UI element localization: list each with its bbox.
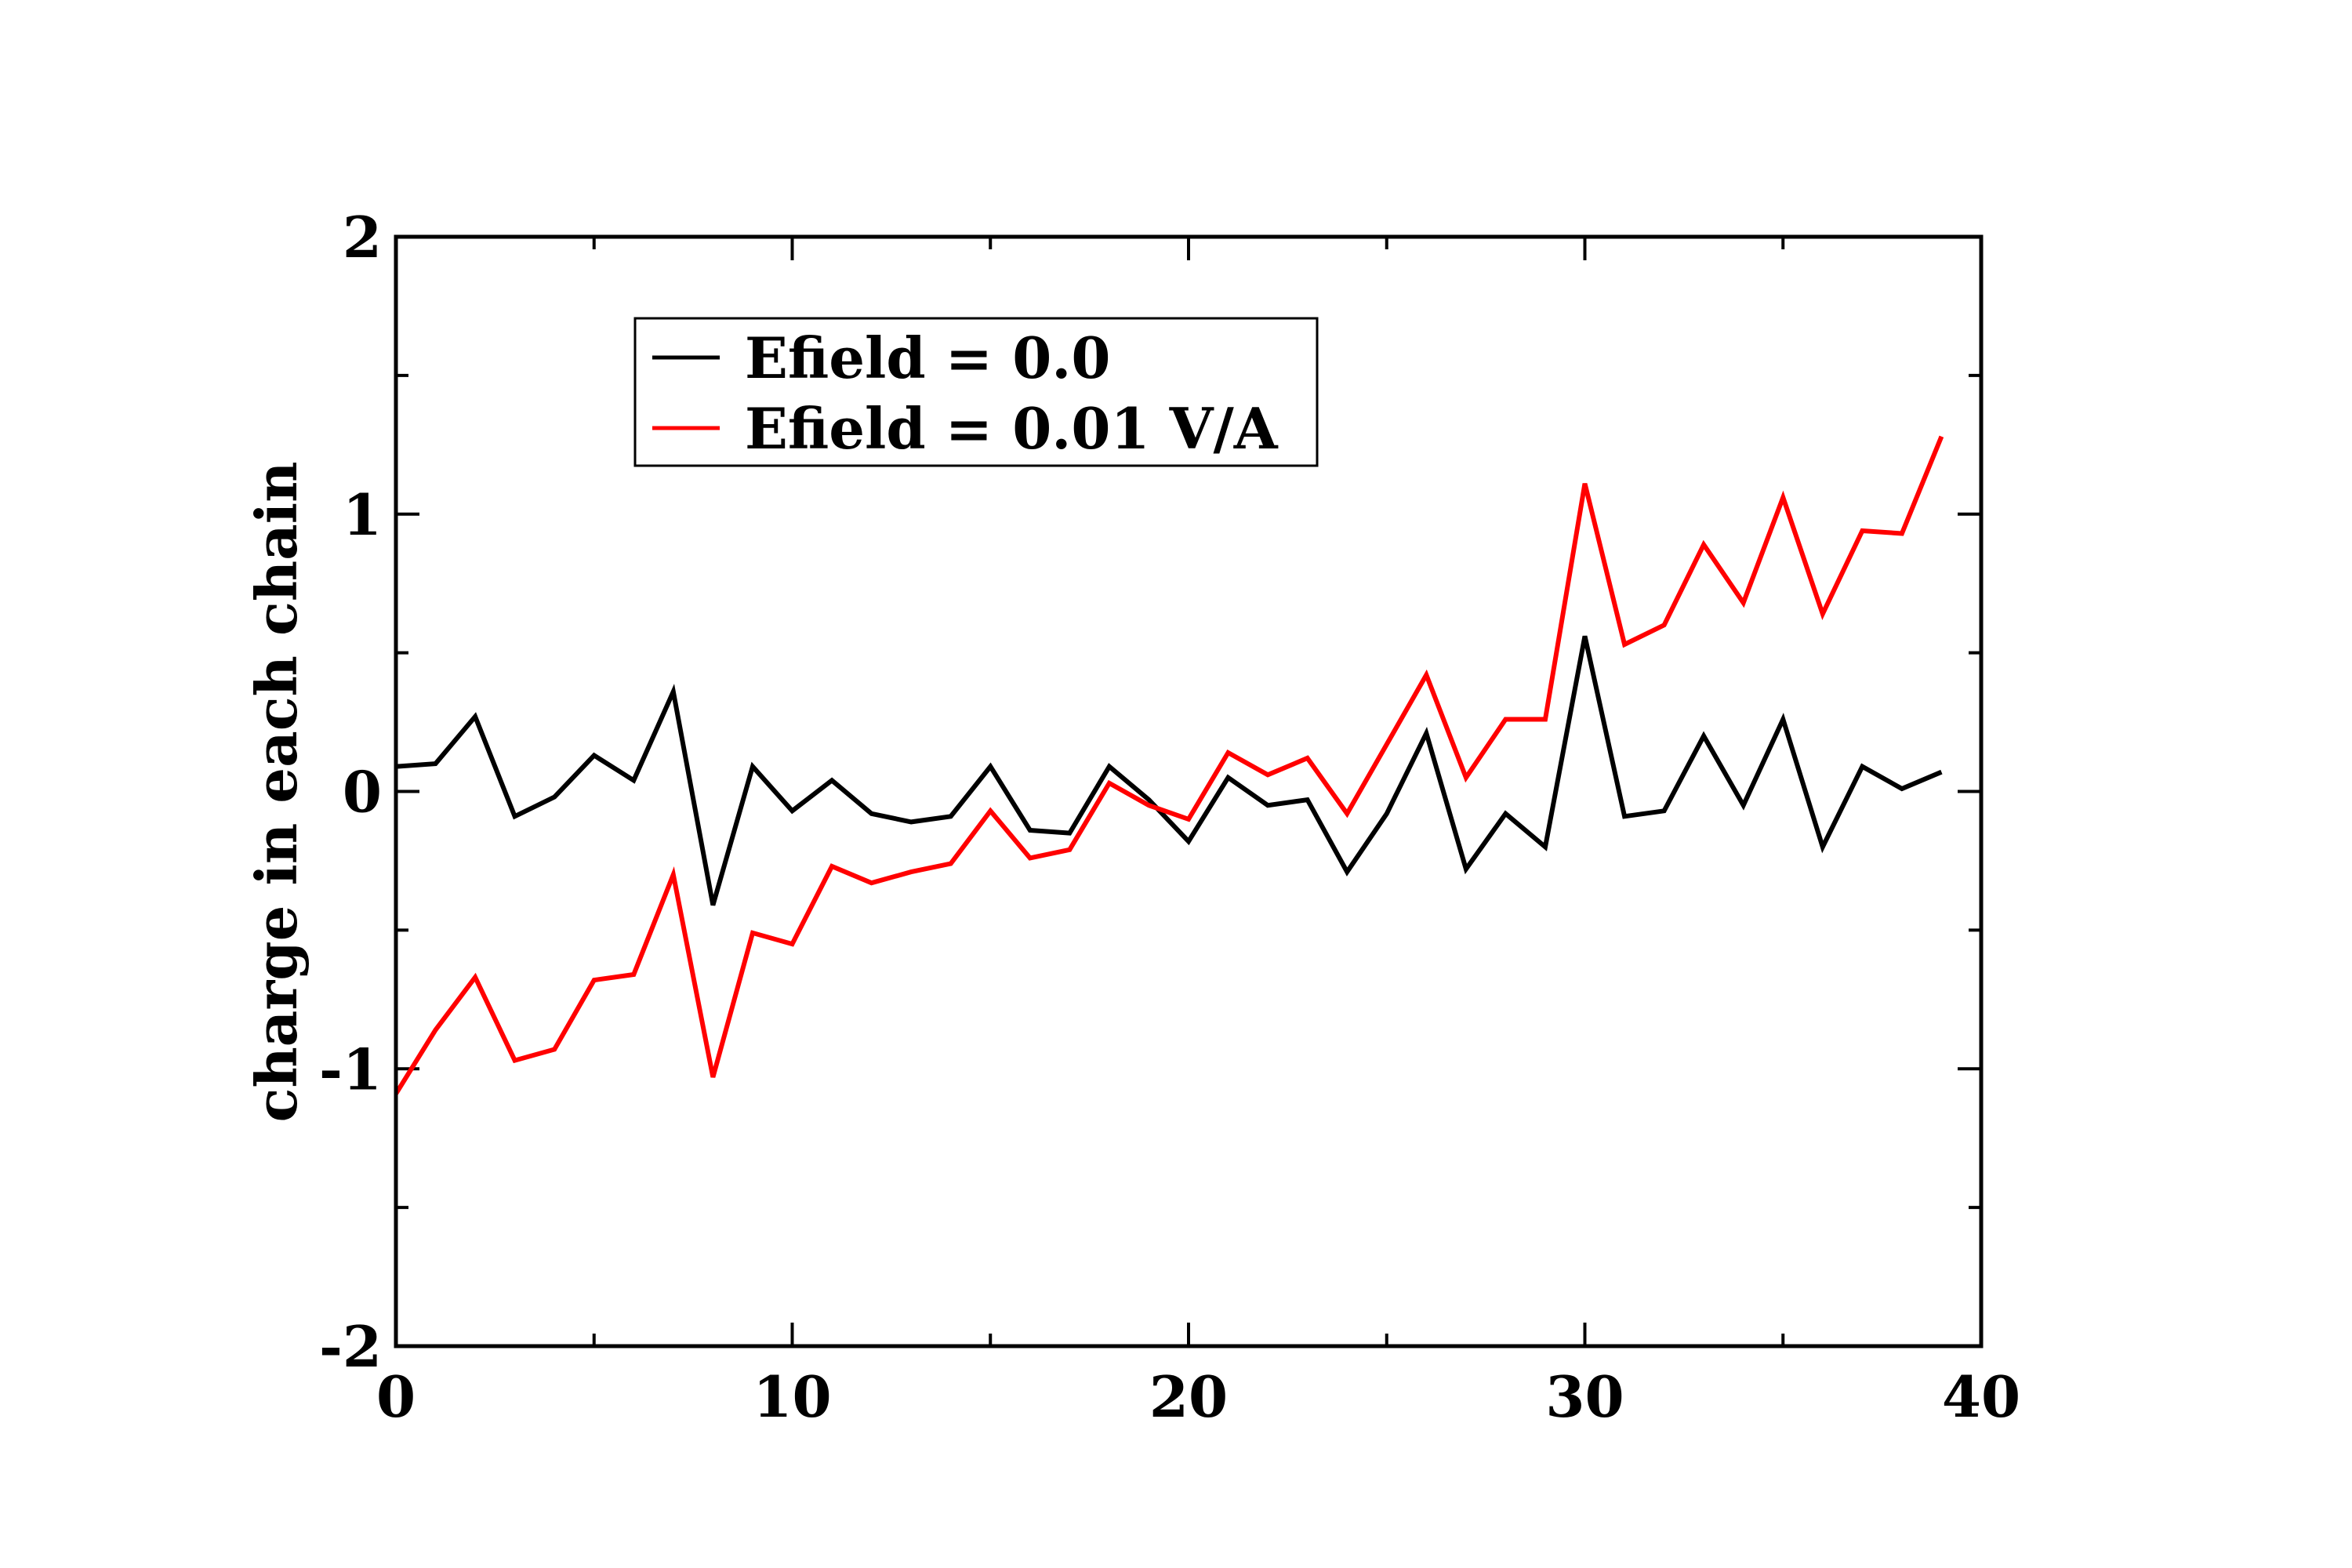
- y-tick-label: 2: [343, 204, 382, 270]
- x-tick-label: 20: [1149, 1363, 1228, 1430]
- legend-entry-black: Efield = 0.0: [745, 325, 1110, 391]
- series-lines: [394, 435, 1944, 1095]
- y-tick-label: 1: [343, 481, 382, 548]
- legend-entry-red: Efield = 0.01 V/A: [745, 395, 1279, 462]
- y-tick-label: -2: [319, 1313, 382, 1380]
- y-tick-label: -1: [319, 1036, 382, 1102]
- legend: Efield = 0.0 Efield = 0.01 V/A: [633, 317, 1319, 467]
- series-line-black: [395, 635, 1943, 906]
- axis-tick-labels: 0 10 20 30 40 -2 -1 0 1 2: [319, 204, 2020, 1430]
- x-tick-label: 10: [753, 1363, 831, 1430]
- x-tick-label: 0: [376, 1363, 416, 1430]
- x-tick-label: 30: [1545, 1363, 1624, 1430]
- series-line-red: [394, 435, 1944, 1095]
- y-axis-label: charge in each chain: [243, 461, 310, 1122]
- legend-box: [633, 317, 1319, 467]
- y-tick-label: 0: [343, 759, 382, 826]
- plot-frame: [394, 234, 1984, 1348]
- x-tick-label: 40: [1942, 1363, 2020, 1430]
